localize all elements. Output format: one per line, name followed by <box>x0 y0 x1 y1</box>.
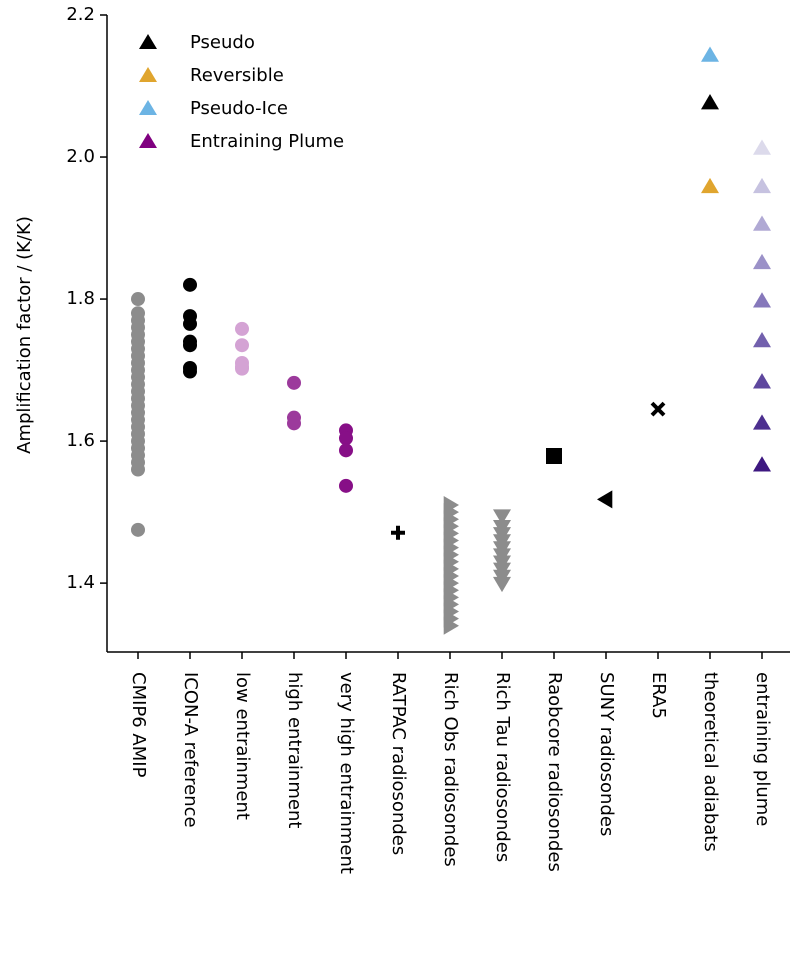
marker <box>597 490 613 509</box>
x-tick-label: Raobcore radiosondes <box>544 672 565 872</box>
x-tick-label: Rich Tau radiosondes <box>492 672 513 862</box>
x-tick-label: low entrainment <box>232 672 253 820</box>
marker <box>493 576 511 593</box>
marker <box>753 215 771 231</box>
x-tick-label: theoretical adiabats <box>700 672 721 852</box>
marker <box>546 448 562 464</box>
x-tick-label: high entrainment <box>284 672 305 828</box>
legend-label: Reversible <box>190 65 284 86</box>
legend-marker <box>139 67 157 82</box>
marker <box>753 139 771 155</box>
x-tick-label: very high entrainment <box>336 672 357 874</box>
marker <box>235 338 249 353</box>
y-tick-label: 2.0 <box>66 146 95 167</box>
marker <box>701 94 719 110</box>
x-tick-label: CMIP6 AMIP <box>128 672 149 778</box>
marker <box>183 277 197 292</box>
marker <box>131 462 145 477</box>
marker <box>753 456 771 472</box>
marker <box>753 373 771 389</box>
marker <box>753 292 771 308</box>
marker <box>183 338 197 353</box>
y-tick-label: 2.2 <box>66 4 95 25</box>
marker <box>701 177 719 194</box>
legend-label: Pseudo-Ice <box>190 98 288 119</box>
marker <box>753 414 771 430</box>
y-tick-label: 1.4 <box>66 572 95 593</box>
y-tick-label: 1.8 <box>66 288 95 309</box>
y-tick-label: 1.6 <box>66 430 95 451</box>
marker <box>391 525 405 540</box>
marker <box>287 416 301 431</box>
x-tick-label: Rich Obs radiosondes <box>440 672 461 867</box>
marker <box>183 316 197 331</box>
legend-marker <box>139 133 157 148</box>
marker <box>753 177 771 194</box>
marker <box>493 509 511 525</box>
legend-marker <box>139 100 157 115</box>
x-tick-label: RATPAC radiosondes <box>388 672 409 855</box>
x-tick-label: ICON-A reference <box>180 672 201 828</box>
marker <box>235 321 249 336</box>
marker <box>339 443 353 458</box>
marker <box>287 375 301 390</box>
x-tick-label: entraining plume <box>752 672 773 826</box>
x-tick-label: SUNY radiosondes <box>596 672 617 836</box>
legend-label: Pseudo <box>190 32 255 53</box>
marker <box>131 292 145 307</box>
marker <box>443 616 459 635</box>
marker <box>339 431 353 446</box>
legend-marker <box>139 34 157 49</box>
marker <box>753 253 771 270</box>
x-tick-label: ERA5 <box>648 672 669 719</box>
marker <box>753 331 771 348</box>
marker <box>131 522 145 537</box>
marker <box>339 478 353 493</box>
marker <box>235 361 249 376</box>
marker <box>701 46 719 62</box>
marker <box>183 364 197 379</box>
y-axis-label: Amplification factor / (K/K) <box>14 216 35 454</box>
legend-label: Entraining Plume <box>190 131 344 152</box>
marker <box>650 401 666 417</box>
